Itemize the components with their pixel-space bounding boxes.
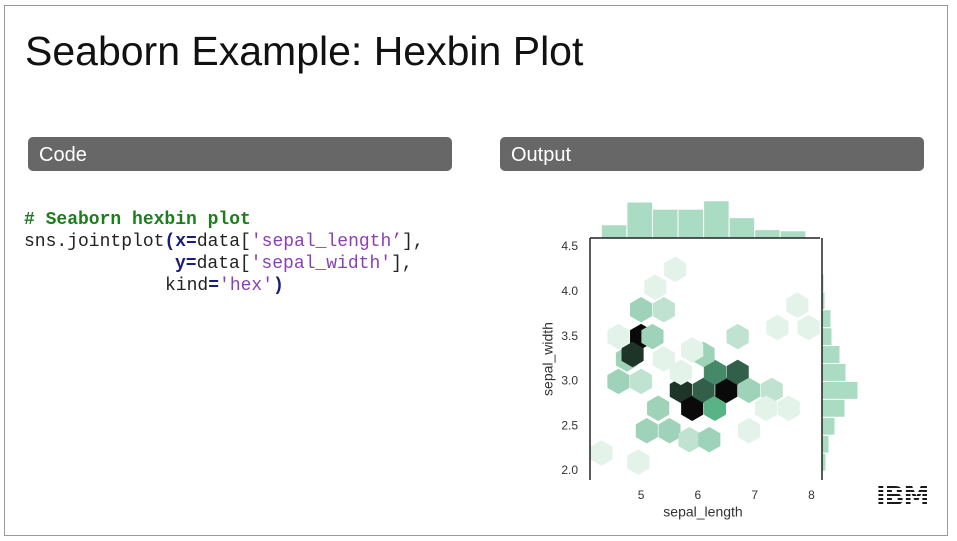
hexbin [607,323,630,350]
y-tick-label: 3.0 [561,374,578,388]
slide [4,5,948,536]
code-token: ) [273,276,284,296]
code-line: y=data['sepal_width'], [24,253,424,275]
code-token: sns.jointplot [24,232,165,252]
y-hist-bar [821,434,830,454]
hexbin [607,368,630,395]
hexbin [681,337,704,363]
hexbin [590,440,613,466]
hexbin [635,417,658,444]
output-header: Output [500,137,924,171]
code-token: y= [175,254,197,274]
code-token: data[ [196,232,251,252]
y-hist-bar [821,309,832,329]
y-tick-label: 3.5 [561,329,578,343]
x-tick-label: 7 [751,488,758,502]
x-hist-bar [703,200,730,239]
hexbin [766,314,789,341]
code-token: kind [165,276,209,296]
code-token: 'hex' [219,276,274,296]
code-token: ], [402,232,424,252]
hexbin [652,346,675,372]
hexbin [644,274,667,301]
x-hist-bar [728,217,756,239]
y-hist-bar [821,380,859,400]
hexbin [786,292,809,318]
y-axis-label: sepal_width [540,322,556,396]
code-line: # Seaborn hexbin plot [24,209,424,231]
y-tick-label: 4.0 [561,284,578,298]
x-tick-label: 6 [695,488,702,502]
hexbin [647,395,670,422]
x-tick-label: 5 [638,488,645,502]
hexbin [797,314,820,341]
code-line: kind='hex') [24,275,424,297]
hexbin [726,359,749,386]
x-hist-bar [651,208,679,239]
code-token: = [208,276,220,296]
x-axis-label: sepal_length [663,504,742,520]
hexbin [669,377,692,404]
hexbin [754,395,778,422]
x-tick-label: 8 [808,488,815,502]
hexbin [678,426,701,453]
hexbin [777,395,800,422]
hexbin [726,323,749,350]
hexbin [652,296,675,323]
x-hist-bar [600,224,628,239]
y-tick-label: 2.5 [561,418,578,432]
hexbin [737,377,761,404]
code-comment: # Seaborn hexbin plot [24,210,251,230]
x-hist-bar [677,208,705,239]
x-hist-bar [626,201,653,239]
y-tick-label: 2.0 [561,463,578,477]
code-header: Code [28,137,452,171]
y-hist-bar [821,416,836,436]
hexbin [737,417,761,444]
hexbin [630,296,653,323]
code-line: sns.jointplot(x=data['sepal_length’], [24,231,424,253]
hexbin [698,426,721,453]
hexbin [630,368,653,395]
hexbin [664,256,687,283]
code-token: 'sepal_width' [250,254,392,274]
code-token: ], [391,254,413,274]
hexbin [658,417,681,444]
y-tick-label: 4.5 [561,239,578,253]
x-hist-bar [779,230,807,239]
code-token: 'sepal_length’ [250,232,403,252]
code-token: data[ [196,254,251,274]
code-token: (x= [164,232,197,252]
hexbin [621,341,644,368]
hexbin [641,323,664,350]
hexbin [627,449,650,475]
y-hist-bar [821,398,846,418]
x-hist-bar [754,229,781,239]
y-hist-bar [821,362,847,382]
code-block: # Seaborn hexbin plot sns.jointplot(x=dat… [24,209,424,297]
y-hist-bar [821,327,833,347]
slide-title: Seaborn Example: Hexbin Plot [25,28,584,74]
y-hist-bar [821,345,841,364]
logo: IBM [876,482,929,512]
